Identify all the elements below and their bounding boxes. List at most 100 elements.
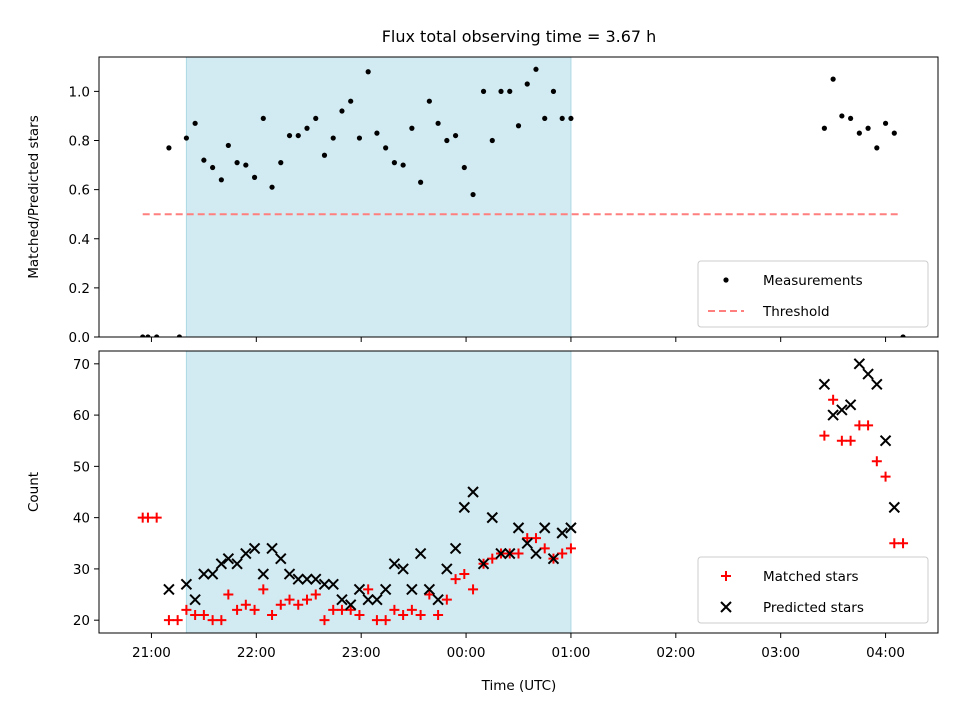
legend-marker <box>721 571 731 581</box>
plot-area <box>137 358 909 626</box>
data-point <box>218 177 224 183</box>
data-point <box>539 522 551 534</box>
legend-box <box>697 556 929 624</box>
legend-marker <box>720 601 732 613</box>
data-point <box>363 584 374 595</box>
data-point <box>240 547 252 560</box>
data-point <box>190 610 201 621</box>
data-point <box>371 615 382 626</box>
legend-label: Predicted stars <box>763 600 864 616</box>
data-point <box>406 604 417 615</box>
data-point <box>489 137 495 144</box>
axes-frame <box>98 350 939 634</box>
data-point <box>862 368 874 380</box>
data-point <box>398 610 409 621</box>
data-point <box>871 378 883 391</box>
data-point <box>458 501 471 514</box>
y-tick-label: 1.0 <box>69 84 90 100</box>
data-point <box>318 578 331 590</box>
data-point <box>468 584 479 595</box>
data-point <box>243 162 249 168</box>
data-point <box>821 125 827 131</box>
data-point <box>304 125 310 131</box>
data-point <box>348 98 354 104</box>
legend-box <box>697 260 929 328</box>
data-point <box>267 610 278 621</box>
data-point <box>354 610 365 621</box>
data-point <box>530 547 542 560</box>
data-point <box>301 573 313 585</box>
data-point <box>880 471 891 482</box>
data-point <box>249 604 260 615</box>
legend: Measurements Threshold <box>697 260 929 328</box>
data-point <box>260 115 266 122</box>
y-axis-label: Matched/Predicted stars <box>26 115 42 278</box>
data-point <box>275 552 287 565</box>
data-point <box>391 160 397 166</box>
data-point <box>530 533 541 544</box>
data-point <box>210 164 216 171</box>
data-point <box>406 583 418 596</box>
data-point <box>295 132 301 139</box>
data-point <box>283 568 296 580</box>
data-point <box>207 615 218 626</box>
data-point <box>310 573 322 585</box>
data-point <box>854 420 865 431</box>
data-point <box>292 573 304 585</box>
data-point <box>495 547 507 560</box>
data-point <box>344 599 357 611</box>
y-tick-label: 0.4 <box>69 232 90 248</box>
data-point <box>521 537 533 549</box>
data-point <box>459 569 470 580</box>
data-point <box>539 543 550 554</box>
data-point <box>140 334 146 337</box>
y-tick-label: 30 <box>73 562 90 578</box>
data-point <box>424 589 435 600</box>
data-point <box>198 610 209 621</box>
data-point <box>222 552 235 565</box>
legend-entry: Measurements <box>723 273 863 289</box>
data-point <box>414 547 427 560</box>
data-point <box>542 115 548 122</box>
chart-title: Flux total observing time = 3.67 h <box>382 27 657 46</box>
data-point <box>568 115 574 122</box>
data-point <box>452 132 459 139</box>
data-point <box>486 511 498 524</box>
data-point <box>524 81 530 87</box>
data-point <box>248 542 261 555</box>
x-tick-label: 01:00 <box>551 645 590 661</box>
data-point <box>166 145 172 151</box>
data-point <box>865 125 871 131</box>
data-point <box>827 409 839 421</box>
data-point <box>487 553 498 564</box>
data-point <box>480 88 487 94</box>
data-point <box>328 604 339 615</box>
data-point <box>163 615 174 626</box>
series-predicted-stars <box>163 358 901 611</box>
data-point <box>819 430 830 441</box>
data-point <box>278 160 284 166</box>
y-tick-label: 40 <box>73 511 90 527</box>
data-point <box>266 542 278 555</box>
series-matched-stars <box>137 394 909 626</box>
data-point <box>198 568 210 580</box>
plot-area <box>140 66 906 337</box>
data-point <box>232 604 243 615</box>
data-point <box>293 599 304 610</box>
x-tick-label: 02:00 <box>656 645 695 661</box>
data-point <box>374 130 380 136</box>
data-point <box>362 593 374 606</box>
data-point <box>836 435 847 446</box>
data-point <box>389 604 400 615</box>
legend-entry: Predicted stars <box>720 600 864 616</box>
y-tick-label: 60 <box>73 408 90 424</box>
data-point <box>565 543 576 554</box>
y-axis: 20 30 40 50 60 70 <box>73 357 99 629</box>
data-point <box>275 599 286 610</box>
data-point <box>441 563 453 575</box>
data-point <box>409 125 415 131</box>
legend-label: Measurements <box>763 273 863 289</box>
data-point <box>356 135 363 141</box>
data-point <box>257 568 270 580</box>
